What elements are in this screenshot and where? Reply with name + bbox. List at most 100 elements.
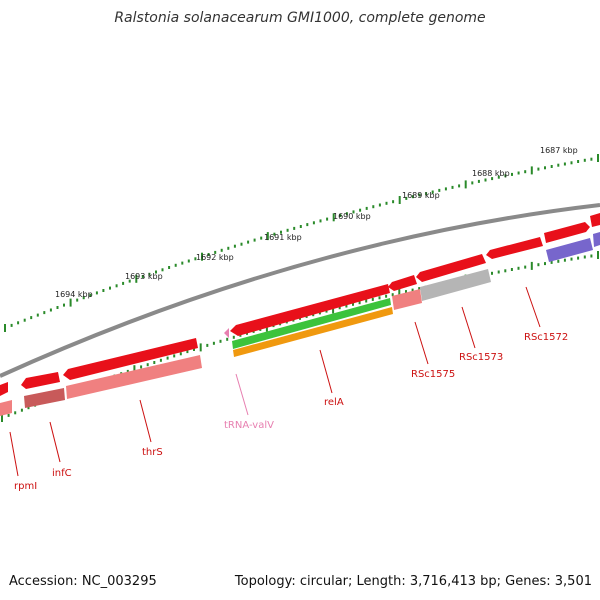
- scale-tick: [332, 305, 335, 314]
- scale-tick: [590, 157, 593, 161]
- purple-bar: [593, 232, 600, 247]
- trna-arrow: [224, 328, 229, 338]
- scale-tick: [233, 244, 236, 248]
- scale-tick: [458, 184, 461, 188]
- cds-arrow: [0, 382, 8, 396]
- scale-tick: [345, 304, 348, 308]
- scale-tick: [69, 298, 72, 307]
- gene-label-rpmI: rpmI: [14, 481, 37, 492]
- scale-tick: [477, 179, 480, 183]
- scale-tick: [95, 291, 98, 295]
- leader-line: [461, 306, 476, 349]
- scale-tick: [220, 248, 223, 252]
- green-bar: [232, 298, 391, 349]
- cds-arrow: [21, 372, 60, 389]
- scale-tick: [438, 188, 441, 192]
- scale-tick: [418, 287, 421, 291]
- scale-tick: [293, 226, 296, 230]
- scale-tick: [597, 251, 599, 259]
- scale-tick: [577, 256, 580, 260]
- scale-tick: [212, 341, 215, 345]
- scale-tick: [135, 274, 138, 283]
- scale-tick: [153, 361, 156, 364]
- scale-tick: [17, 321, 20, 325]
- gene-label-RSc1573: RSc1573: [459, 352, 503, 363]
- scale-tick: [577, 160, 580, 163]
- scale-tick: [464, 180, 467, 189]
- scale-tick: [187, 259, 190, 263]
- scale-tick: [122, 281, 125, 285]
- scale-tick: [260, 236, 263, 240]
- purple-bar: [546, 238, 593, 262]
- scale-tick: [194, 257, 197, 261]
- gene-label-thrS: thrS: [142, 447, 163, 458]
- scale-tick: [193, 348, 195, 351]
- scale-tick: [306, 223, 309, 227]
- scale-tick: [253, 238, 256, 242]
- genome-backbone: [0, 203, 600, 378]
- scale-tick: [504, 174, 507, 178]
- scale-tick: [352, 302, 354, 306]
- cds-arrow: [388, 275, 417, 291]
- scale-tick: [550, 260, 553, 264]
- scale-tick: [201, 252, 203, 261]
- scale-tick: [332, 213, 335, 222]
- scale-tick: [82, 296, 85, 300]
- scale-tick: [597, 154, 599, 162]
- cds-arrow: [63, 338, 198, 380]
- scale-tick: [326, 217, 329, 221]
- kbp-label-1690: 1690 kbp: [333, 212, 371, 221]
- scale-tick: [590, 254, 593, 258]
- scale-tick: [524, 265, 527, 269]
- scale-tick: [411, 195, 414, 199]
- scale-tick: [226, 337, 229, 341]
- scale-tick: [517, 266, 520, 270]
- scale-tick: [411, 288, 414, 292]
- scale-tick: [4, 324, 6, 332]
- scale-tick: [510, 268, 513, 271]
- leader-line: [525, 286, 541, 328]
- scale-tick: [550, 165, 553, 168]
- kbp-label-1689: 1689 kbp: [402, 191, 440, 200]
- gene-features: [0, 213, 600, 416]
- scale-tick: [511, 172, 513, 176]
- gene-label-infC: infC: [52, 468, 72, 479]
- scale-tick: [345, 212, 348, 216]
- scale-tick: [524, 170, 527, 174]
- cds-arrow: [544, 222, 590, 243]
- outer-scale-ticks: [4, 154, 599, 332]
- scale-tick: [537, 263, 540, 267]
- scale-tick: [155, 270, 157, 274]
- scale-tick: [372, 205, 375, 209]
- cds-light-bar: [24, 388, 65, 408]
- scale-tick: [563, 162, 566, 166]
- scale-tick: [102, 289, 105, 292]
- scale-tick: [517, 171, 520, 175]
- scale-tick: [544, 262, 546, 266]
- kbp-label-1691: 1691 kbp: [264, 233, 302, 242]
- scale-tick: [168, 266, 171, 269]
- scale-tick: [537, 167, 540, 171]
- scale-tick: [358, 301, 361, 305]
- scale-tick: [504, 269, 507, 273]
- scale-tick: [391, 293, 394, 297]
- gene-label-lines: [9, 286, 541, 477]
- scale-tick: [266, 232, 269, 241]
- scale-tick: [563, 258, 566, 262]
- scale-tick: [140, 365, 143, 369]
- scale-tick: [199, 343, 202, 352]
- scale-tick: [286, 228, 289, 232]
- scale-tick: [173, 354, 176, 358]
- scale-tick: [497, 270, 500, 274]
- scale-tick: [232, 335, 235, 339]
- map-title: Ralstonia solanacearum GMI1000, complete…: [114, 10, 486, 26]
- kbp-label-1694: 1694 kbp: [55, 290, 93, 299]
- scale-tick: [206, 343, 209, 347]
- scale-tick: [109, 286, 111, 290]
- gray-bar: [420, 269, 491, 301]
- cds-light-bar: [0, 400, 12, 416]
- scale-tick: [14, 411, 17, 415]
- scale-tick: [378, 296, 381, 300]
- leader-line: [49, 421, 61, 463]
- scale-tick: [166, 356, 169, 360]
